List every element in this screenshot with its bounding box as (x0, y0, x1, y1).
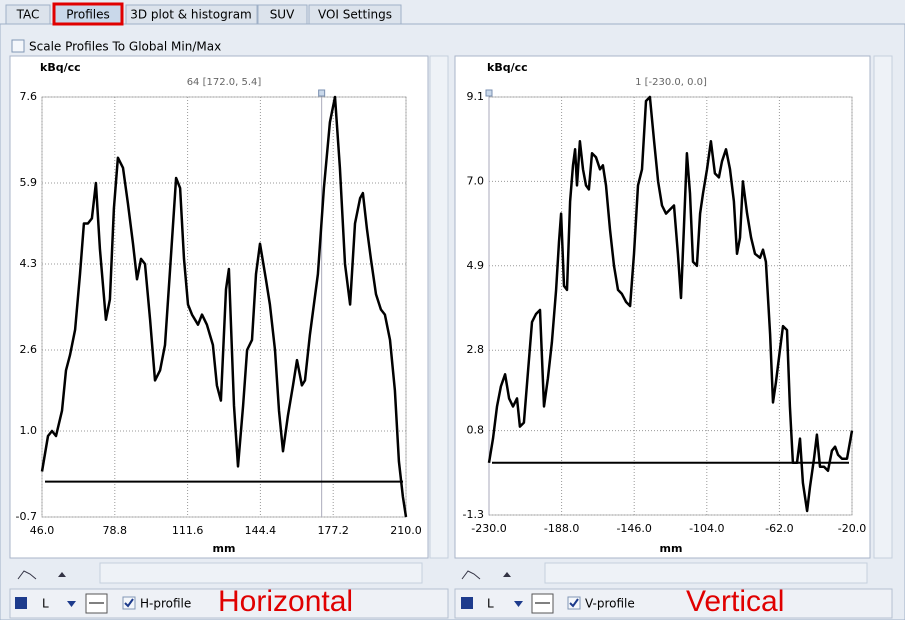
control-panel (454, 588, 893, 619)
y-axis-label: kBq/cc (487, 61, 528, 74)
tab-label[interactable]: Profiles (66, 8, 110, 22)
dropdown-arrow[interactable] (67, 601, 76, 607)
checkbox-label[interactable]: V-profile (585, 597, 635, 611)
x-tick-label: 78.8 (103, 524, 128, 537)
line-option[interactable]: L (42, 597, 49, 611)
y-tick-label: 1.0 (20, 424, 38, 437)
tab-label[interactable]: 3D plot & histogram (130, 8, 252, 22)
save-icon[interactable] (15, 597, 27, 609)
checkbox[interactable] (11, 39, 25, 53)
icon[interactable] (17, 570, 37, 580)
cursor-handle (485, 89, 493, 97)
icon[interactable] (503, 572, 511, 577)
cursor-handle (318, 89, 326, 97)
chart-panel (9, 55, 429, 559)
x-axis-label: mm (213, 542, 236, 555)
tab[interactable] (308, 4, 402, 25)
subtitle: 64 [172.0, 5.4] (187, 77, 262, 88)
x-tick-label: -188.0 (544, 522, 579, 535)
icon[interactable] (58, 572, 66, 577)
y-axis-label: kBq/cc (40, 61, 81, 74)
tab[interactable] (257, 4, 308, 25)
y-tick-label: -1.3 (463, 508, 484, 521)
chart-panel (454, 55, 871, 559)
y-tick-label: 5.9 (20, 176, 38, 189)
dropdown-arrow[interactable] (514, 601, 523, 607)
save-icon[interactable] (461, 597, 473, 609)
y-tick-label: 7.6 (20, 90, 38, 103)
check (124, 598, 134, 608)
y-tick-label: 2.8 (467, 343, 485, 356)
annotation: Vertical (686, 585, 784, 618)
check (569, 598, 579, 608)
x-tick-label: 46.0 (30, 524, 55, 537)
x-tick-label: 111.6 (172, 524, 204, 537)
x-tick-label: -146.0 (616, 522, 651, 535)
y-tick-label: 7.0 (467, 174, 485, 187)
tab-label[interactable]: VOI Settings (318, 8, 392, 22)
tab[interactable] (5, 4, 51, 25)
tab-label[interactable]: SUV (270, 8, 295, 22)
x-tick-label: -20.0 (838, 522, 866, 535)
y-tick-label: 2.6 (20, 343, 38, 356)
y-tick-label: 4.9 (467, 259, 485, 272)
scrollbar[interactable] (429, 55, 449, 559)
icon[interactable] (461, 570, 481, 580)
x-tick-label: -104.0 (689, 522, 724, 535)
subtitle: 1 [-230.0, 0.0] (635, 77, 707, 88)
profile-line (40, 95, 408, 518)
tab[interactable] (125, 4, 258, 25)
h-scrollbar[interactable] (544, 562, 868, 584)
annotation: Horizontal (218, 585, 353, 618)
x-tick-label: 177.2 (317, 524, 349, 537)
toolbar: L H-profile Horizontal L V-profile Verti… (9, 562, 893, 619)
line-option[interactable]: L (487, 597, 494, 611)
y-tick-label: 4.3 (20, 257, 38, 270)
x-tick-label: 210.0 (390, 524, 422, 537)
scrollbar[interactable] (873, 55, 893, 559)
checkbox-label[interactable]: Scale Profiles To Global Min/Max (29, 40, 221, 54)
x-tick-label: 144.4 (245, 524, 277, 537)
tab-selected[interactable] (52, 2, 124, 26)
x-tick-label: -230.0 (471, 522, 506, 535)
x-axis-label: mm (660, 542, 683, 555)
checkbox-label[interactable]: H-profile (140, 597, 191, 611)
y-tick-label: 0.8 (467, 424, 485, 437)
control-panel (9, 588, 449, 619)
x-tick-label: -62.0 (765, 522, 793, 535)
y-tick-label: 9.1 (467, 90, 485, 103)
profile-line (487, 95, 854, 513)
y-tick-label: -0.7 (16, 510, 37, 523)
tab-label[interactable]: TAC (16, 8, 40, 22)
h-scrollbar[interactable] (99, 562, 423, 584)
